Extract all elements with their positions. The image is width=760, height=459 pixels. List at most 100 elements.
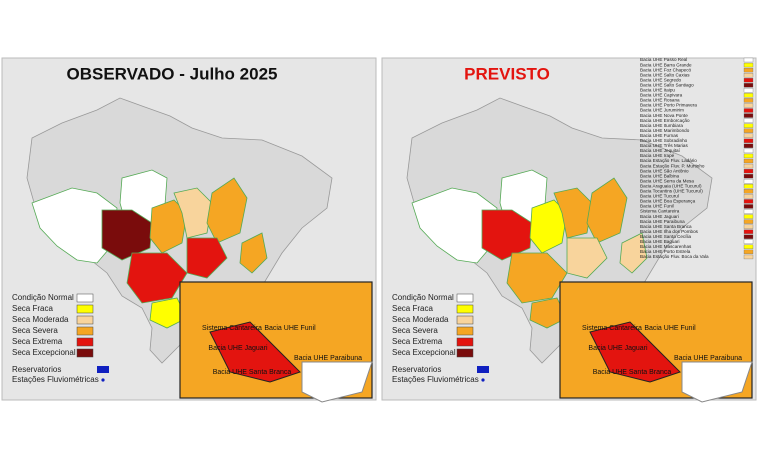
legend-swatch xyxy=(76,326,94,336)
basin-label: Bacia UHE Irapé xyxy=(640,153,675,158)
marker-label: Estações Fluviométricas xyxy=(392,375,479,384)
basin-swatch xyxy=(743,78,754,83)
basin-swatch xyxy=(743,163,754,169)
marker-label: Reservatorios xyxy=(392,365,441,374)
basin-label: Bacia UHE Santa Branca xyxy=(640,224,692,229)
basin-swatch xyxy=(743,118,754,123)
basin-area xyxy=(239,232,268,274)
inset-label: Bacia UHE Jaguari xyxy=(588,345,648,352)
legend-swatch xyxy=(76,348,94,358)
legend-swatch xyxy=(76,315,94,325)
legend-swatch xyxy=(76,337,94,347)
station-symbol xyxy=(101,378,105,382)
inset-label: Bacia UHE Funil xyxy=(264,325,316,332)
basin-swatch xyxy=(743,204,754,209)
basin-swatch xyxy=(743,153,754,159)
map-panel: PREVISTO Sistema Cantareira Bacia UHE Jagu… xyxy=(381,57,757,403)
inset-label: Bacia UHE Santa Branca xyxy=(593,369,672,376)
basin-area xyxy=(411,187,498,264)
basin-label: Bacia UHE Nova Ponte xyxy=(640,113,688,118)
basin-label: Bacia UHE Salto Caxias xyxy=(640,72,690,77)
basin-swatch xyxy=(743,108,754,113)
basin-label: Sistema Cantareira xyxy=(640,209,680,214)
basin-area xyxy=(126,252,188,304)
basin-label: Bacia UHE Balbina xyxy=(640,173,680,178)
basin-label: Bacia UHE Sobradinho xyxy=(640,138,688,143)
basin-label: Bacia UHE Passo Real xyxy=(640,57,687,62)
basin-swatch xyxy=(743,229,754,234)
basin-area xyxy=(586,177,628,244)
basin-swatch xyxy=(743,254,754,260)
basin-label: Bacia Tocantins (UHE Tucuruí) xyxy=(640,189,703,194)
basin-label: Bacia UHE Paraibuna xyxy=(640,219,685,224)
legend-label: Seca Extrema xyxy=(12,337,63,346)
basin-label: Bacia UHE Salto Santiago xyxy=(640,82,694,87)
basin-label: Bacia Araguaia (UHE Tucuruí) xyxy=(640,183,702,188)
basin-label: Bacia UHE Rosana xyxy=(640,98,680,103)
basin-swatch xyxy=(743,199,754,204)
legend-label: Seca Moderada xyxy=(392,315,449,324)
panel-title: PREVISTO xyxy=(464,64,550,83)
legend-swatch xyxy=(456,348,474,358)
legend-swatch xyxy=(76,293,94,303)
basin-area xyxy=(173,187,213,239)
basin-label: Bacia UHE Capivara xyxy=(640,93,683,98)
basin-area xyxy=(506,252,568,304)
legend-swatch xyxy=(456,304,474,314)
basin-label: Bacia UHE Tucuruí xyxy=(640,194,680,199)
legend-label: Seca Severa xyxy=(12,326,58,335)
legend-label: Condição Normal xyxy=(12,293,74,302)
basin-label: Bacia UHE São Antônio xyxy=(640,168,689,173)
basin-area xyxy=(186,237,228,279)
marker-label: Reservatorios xyxy=(12,365,61,374)
basin-swatch xyxy=(743,88,754,93)
inset-label: Sistema Cantareira xyxy=(202,325,262,332)
marker-label: Estações Fluviométricas xyxy=(12,375,99,384)
basin-area xyxy=(101,209,153,261)
basin-label: Bacia Estação Fluv. Boca da Vala xyxy=(640,254,709,259)
station-symbol xyxy=(481,378,485,382)
basin-area xyxy=(553,187,593,239)
basin-area xyxy=(566,237,608,279)
legend-label: Seca Excepcional xyxy=(392,348,456,357)
basin-label: Bacia UHE Funil xyxy=(640,204,674,209)
basin-swatch xyxy=(743,194,754,199)
basin-label: Bacia UHE Itaipu xyxy=(640,88,675,93)
basin-label: Bacia UHE Porto Estrela xyxy=(640,249,691,254)
basin-label: Bacia UHE Jurumirim xyxy=(640,108,684,113)
inset-label: Sistema Cantareira xyxy=(582,325,642,332)
basin-label: Bacia UHE Jequitaí xyxy=(640,148,681,153)
basin-swatch xyxy=(743,133,754,138)
inset-region xyxy=(209,321,301,383)
panel-title: OBSERVADO - Julho 2025 xyxy=(67,64,278,83)
inset-label: Bacia UHE Funil xyxy=(644,325,696,332)
basin-swatch xyxy=(743,179,754,184)
basin-swatch xyxy=(743,143,754,149)
basin-area xyxy=(206,177,248,244)
basin-label: Bacia Estação Fluv. Ladário xyxy=(640,158,697,163)
basin-swatch xyxy=(743,83,754,88)
basin-label: Bacia UHE Marimbondo xyxy=(640,128,690,133)
inset-label: Bacia UHE Paraibuna xyxy=(674,355,742,362)
basin-swatch xyxy=(743,239,754,244)
legend-label: Seca Fraca xyxy=(392,304,433,313)
basin-swatch xyxy=(743,249,754,255)
basin-swatch xyxy=(743,244,754,250)
basin-swatch xyxy=(743,148,754,154)
basin-swatch xyxy=(743,98,754,103)
basin-area xyxy=(529,297,568,329)
basin-swatch xyxy=(743,138,754,143)
inset-region xyxy=(589,321,681,383)
basin-label: Bacia UHE Ilha dos Pombos xyxy=(640,229,699,234)
basin-label: Bacia UHE Emborcação xyxy=(640,118,690,123)
legend-swatch xyxy=(76,304,94,314)
map-panel: OBSERVADO - Julho 2025 Sistema Cantareira… xyxy=(1,57,377,403)
basin-area xyxy=(529,199,568,254)
basin-label: Bacia UHE Segredo xyxy=(640,77,682,82)
basin-label: Bacia UHE Furnas xyxy=(640,133,679,138)
legend-swatch xyxy=(456,337,474,347)
basin-label: Bacia UHE Três Marias xyxy=(640,143,688,148)
basin-area xyxy=(481,209,533,261)
inset-label: Bacia UHE Santa Branca xyxy=(213,369,292,376)
